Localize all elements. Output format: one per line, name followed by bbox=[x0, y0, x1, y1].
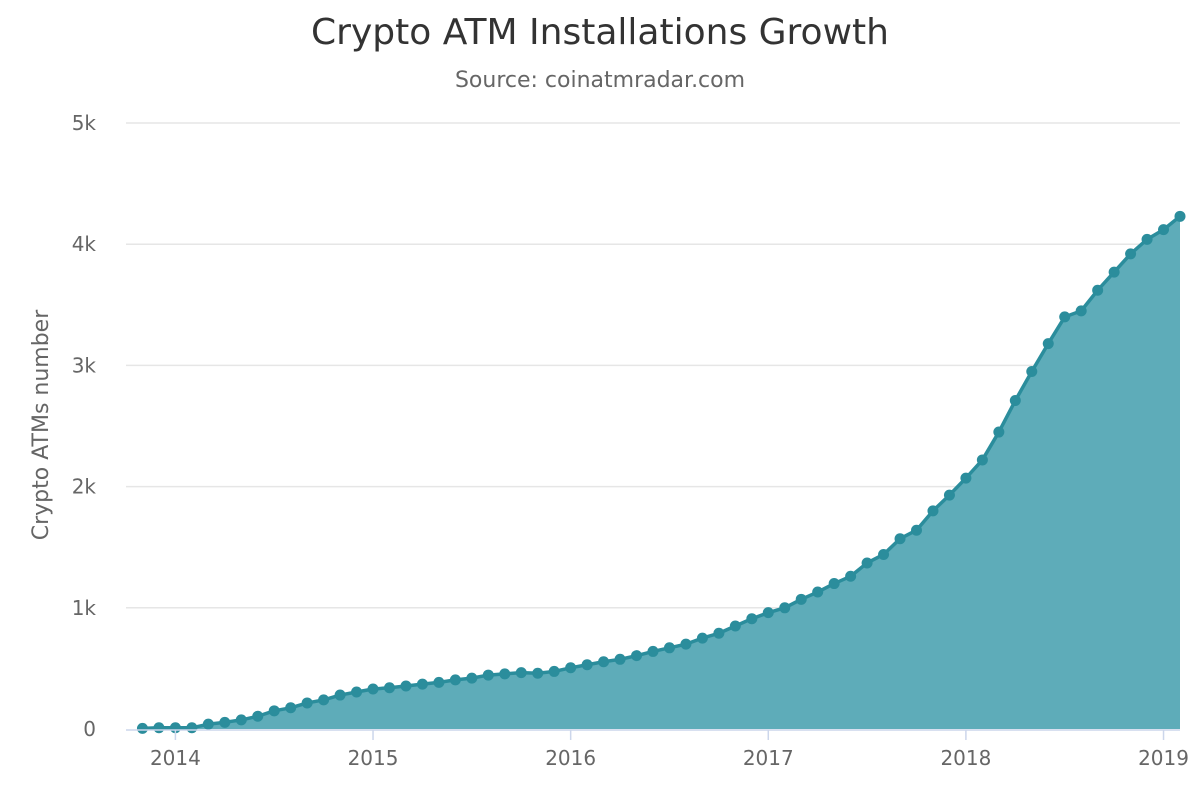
data-point[interactable] bbox=[1026, 365, 1038, 377]
x-tick-label: 2017 bbox=[743, 746, 794, 770]
data-point[interactable] bbox=[153, 722, 165, 734]
data-point[interactable] bbox=[894, 533, 906, 545]
data-point[interactable] bbox=[268, 705, 280, 717]
data-point[interactable] bbox=[565, 662, 577, 674]
data-point[interactable] bbox=[647, 645, 659, 657]
series-line bbox=[140, 214, 1182, 731]
data-point[interactable] bbox=[1009, 395, 1021, 407]
data-point[interactable] bbox=[696, 632, 708, 644]
data-point[interactable] bbox=[1108, 266, 1120, 278]
data-point[interactable] bbox=[1141, 233, 1153, 245]
series-area bbox=[142, 216, 1180, 729]
y-axis-title: Crypto ATMs number bbox=[29, 309, 54, 541]
data-point[interactable] bbox=[795, 593, 807, 605]
y-tick-label: 1k bbox=[72, 596, 97, 620]
data-points bbox=[136, 210, 1186, 734]
data-point[interactable] bbox=[1059, 311, 1071, 323]
data-point[interactable] bbox=[943, 489, 955, 501]
data-point[interactable] bbox=[598, 656, 610, 668]
x-tick-label: 2015 bbox=[348, 746, 399, 770]
data-point[interactable] bbox=[548, 665, 560, 677]
data-point[interactable] bbox=[219, 716, 231, 728]
y-tick-label: 3k bbox=[72, 353, 97, 377]
data-point[interactable] bbox=[779, 602, 791, 614]
area-fill bbox=[142, 216, 1180, 729]
data-point[interactable] bbox=[186, 722, 198, 734]
data-point[interactable] bbox=[384, 682, 395, 694]
data-point[interactable] bbox=[367, 683, 379, 695]
data-point[interactable] bbox=[136, 722, 148, 734]
data-point[interactable] bbox=[532, 667, 544, 679]
data-point[interactable] bbox=[680, 638, 692, 650]
y-tick-label: 0 bbox=[83, 717, 96, 741]
data-point[interactable] bbox=[993, 426, 1005, 438]
data-point[interactable] bbox=[351, 686, 363, 698]
y-tick-label: 5k bbox=[72, 111, 97, 135]
data-point[interactable] bbox=[960, 472, 972, 484]
x-tick-label: 2016 bbox=[545, 746, 596, 770]
data-point[interactable] bbox=[861, 557, 873, 569]
data-point[interactable] bbox=[614, 653, 626, 665]
data-point[interactable] bbox=[828, 578, 840, 590]
chart-title: Crypto ATM Installations Growth bbox=[311, 12, 889, 53]
data-point[interactable] bbox=[927, 505, 939, 517]
chart-subtitle: Source: coinatmradar.com bbox=[454, 68, 746, 93]
data-point[interactable] bbox=[466, 672, 478, 684]
data-point[interactable] bbox=[878, 548, 890, 560]
data-point[interactable] bbox=[1125, 248, 1137, 260]
data-point[interactable] bbox=[252, 710, 264, 722]
data-point[interactable] bbox=[416, 678, 428, 690]
axes: 0 1k 2k 3k 4k 5k 2014 2015 2016 2017 2018 2019 bbox=[72, 111, 1189, 770]
data-point[interactable] bbox=[1042, 338, 1054, 350]
data-point[interactable] bbox=[285, 702, 297, 714]
data-point[interactable] bbox=[663, 642, 675, 654]
data-point[interactable] bbox=[1075, 305, 1087, 317]
series-line-path bbox=[140, 214, 1182, 731]
x-tick-label: 2018 bbox=[940, 746, 991, 770]
data-point[interactable] bbox=[202, 718, 214, 730]
data-point[interactable] bbox=[334, 689, 346, 701]
data-point[interactable] bbox=[845, 570, 857, 582]
data-point[interactable] bbox=[1092, 284, 1104, 296]
data-point[interactable] bbox=[1158, 224, 1170, 236]
data-point[interactable] bbox=[812, 586, 824, 598]
data-point[interactable] bbox=[449, 674, 461, 686]
data-point[interactable] bbox=[433, 676, 445, 688]
data-point[interactable] bbox=[235, 714, 247, 726]
data-point[interactable] bbox=[301, 697, 313, 709]
data-point[interactable] bbox=[976, 454, 988, 466]
data-point[interactable] bbox=[499, 668, 511, 680]
data-point[interactable] bbox=[729, 620, 741, 632]
data-point[interactable] bbox=[482, 669, 494, 681]
data-point[interactable] bbox=[911, 524, 922, 536]
data-point[interactable] bbox=[713, 627, 725, 639]
data-point[interactable] bbox=[631, 650, 643, 662]
data-point[interactable] bbox=[400, 680, 412, 692]
data-point[interactable] bbox=[762, 607, 774, 619]
data-point[interactable] bbox=[318, 694, 330, 706]
data-point[interactable] bbox=[515, 667, 527, 679]
y-tick-label: 4k bbox=[72, 232, 97, 256]
x-tick-label: 2019 bbox=[1138, 746, 1189, 770]
data-point[interactable] bbox=[1174, 210, 1186, 222]
data-point[interactable] bbox=[581, 659, 593, 671]
data-point[interactable] bbox=[746, 613, 758, 625]
x-tick-label: 2014 bbox=[150, 746, 201, 770]
y-tick-label: 2k bbox=[72, 475, 97, 499]
